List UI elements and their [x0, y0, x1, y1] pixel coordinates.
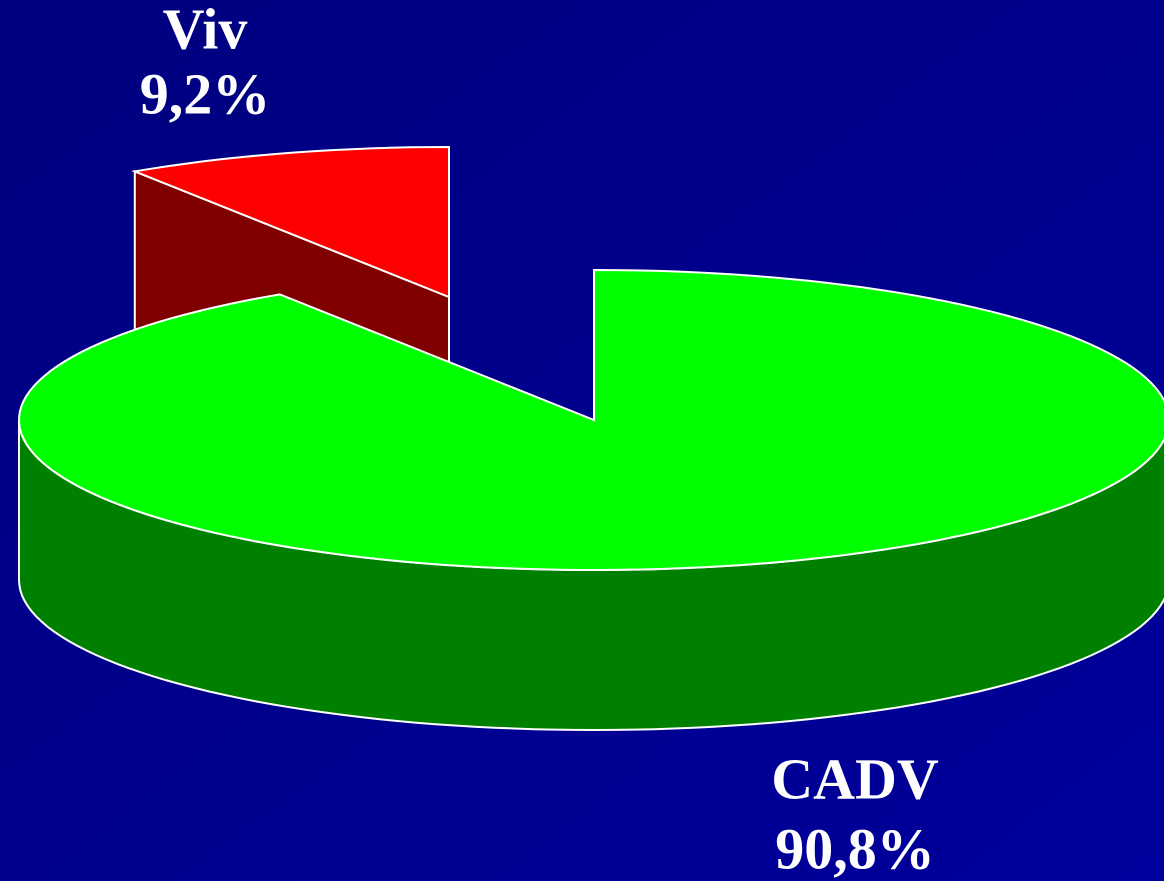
slice-label: Viv [163, 0, 248, 61]
slice-label: CADV [771, 746, 939, 811]
slice [18, 268, 1164, 571]
slice-value-label: 9,2% [140, 61, 271, 126]
slice [131, 145, 450, 299]
slice-value-label: 90,8% [775, 816, 935, 881]
